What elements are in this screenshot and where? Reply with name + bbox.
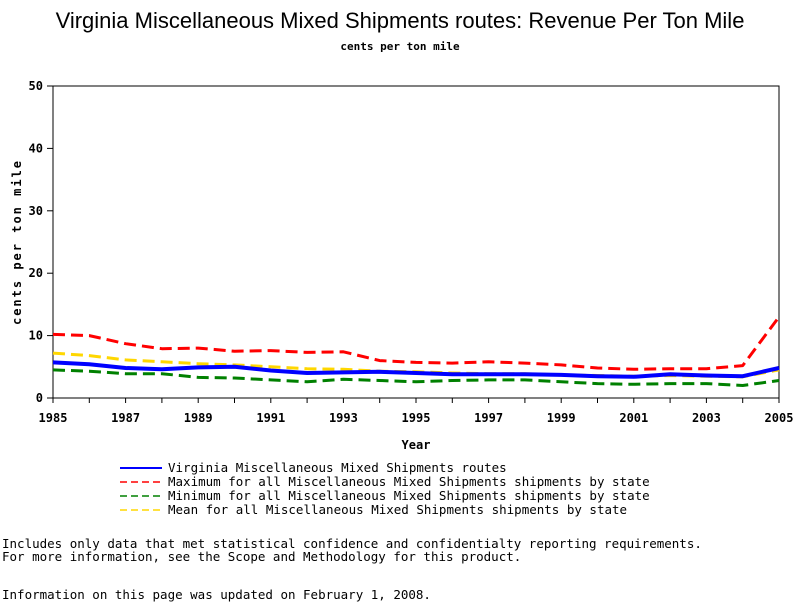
series-line-0 bbox=[52, 360, 780, 379]
y-tick-label: 0 bbox=[36, 391, 43, 405]
x-tick-label: 1987 bbox=[111, 411, 140, 425]
x-tick-label: 1999 bbox=[547, 411, 576, 425]
x-tick-label: 2003 bbox=[692, 411, 721, 425]
series-line-1 bbox=[52, 316, 781, 371]
plot-frame bbox=[52, 85, 780, 399]
chart-title: Virginia Miscellaneous Mixed Shipments r… bbox=[55, 8, 745, 33]
legend-label-0: Virginia Miscellaneous Mixed Shipments r… bbox=[168, 460, 507, 475]
x-tick-label: 1997 bbox=[474, 411, 503, 425]
y-tick-label: 40 bbox=[29, 141, 43, 155]
x-tick-label: 1995 bbox=[402, 411, 431, 425]
y-axis-title: cents per ton mile bbox=[10, 159, 24, 325]
x-tick-label: 1991 bbox=[256, 411, 285, 425]
legend-label-3: Mean for all Miscellaneous Mixed Shipmen… bbox=[168, 502, 627, 517]
y-tick-label: 10 bbox=[29, 329, 43, 343]
x-tick-label: 1985 bbox=[39, 411, 68, 425]
x-tick-label: 1993 bbox=[329, 411, 358, 425]
chart-axes: 0 10 20 30 40 50 1985 1987 1989 1991 1993 1995 1997 1… bbox=[10, 79, 793, 452]
chart-subtitle: cents per ton mile bbox=[340, 40, 460, 53]
y-tick-label: 50 bbox=[29, 79, 43, 93]
footnote-confidence: Includes only data that met statistical … bbox=[2, 536, 702, 551]
footnote-methodology: For more information, see the Scope and … bbox=[2, 549, 522, 564]
x-axis-title: Year bbox=[402, 438, 431, 452]
chart-series-lines bbox=[52, 316, 781, 387]
x-tick-label: 1989 bbox=[184, 411, 213, 425]
chart-legend: Virginia Miscellaneous Mixed Shipments r… bbox=[120, 460, 650, 517]
x-tick-label: 2005 bbox=[765, 411, 794, 425]
y-tick-label: 20 bbox=[29, 266, 43, 280]
series-line-2 bbox=[52, 368, 780, 387]
y-tick-label: 30 bbox=[29, 204, 43, 218]
x-tick-label: 2001 bbox=[619, 411, 648, 425]
legend-label-1: Maximum for all Miscellaneous Mixed Ship… bbox=[168, 474, 650, 489]
line-chart: 0 10 20 30 40 50 1985 1987 1989 1991 1993 1995 1997 1… bbox=[10, 79, 793, 517]
footnote-updated: Information on this page was updated on … bbox=[2, 587, 431, 602]
legend-label-2: Minimum for all Miscellaneous Mixed Ship… bbox=[168, 488, 650, 503]
